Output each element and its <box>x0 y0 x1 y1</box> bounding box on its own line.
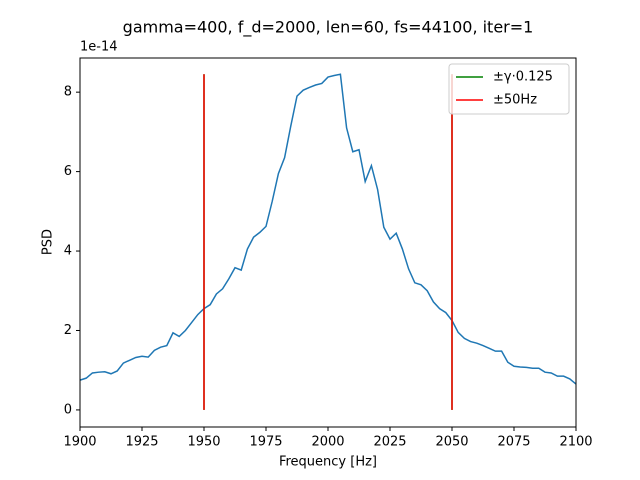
y-offset-label: 1e-14 <box>80 40 118 55</box>
axes-frame <box>79 57 577 428</box>
chart-title: gamma=400, f_d=2000, len=60, fs=44100, i… <box>123 18 534 38</box>
x-tick-label: 1925 <box>125 435 158 450</box>
x-tick-label: 1975 <box>249 435 282 450</box>
x-axis-label: Frequency [Hz] <box>279 455 377 470</box>
y-tick-label: 6 <box>64 164 72 179</box>
x-tick-label: 2100 <box>559 435 592 450</box>
y-tick-label: 2 <box>64 323 72 338</box>
y-tick-label: 4 <box>64 244 72 259</box>
y-axis-label: PSD <box>41 229 56 255</box>
x-tick-label: 1950 <box>187 435 220 450</box>
legend-label: ±50Hz <box>493 93 537 108</box>
x-tick-label: 2000 <box>311 435 344 450</box>
legend-label: ±γ·0.125 <box>493 70 553 85</box>
y-tick-label: 0 <box>64 402 72 417</box>
x-tick-label: 1900 <box>63 435 96 450</box>
y-tick-label: 8 <box>64 85 72 100</box>
x-tick-label: 2025 <box>373 435 406 450</box>
x-tick-label: 2050 <box>435 435 468 450</box>
data-line <box>79 73 577 385</box>
x-tick-label: 2075 <box>497 435 530 450</box>
